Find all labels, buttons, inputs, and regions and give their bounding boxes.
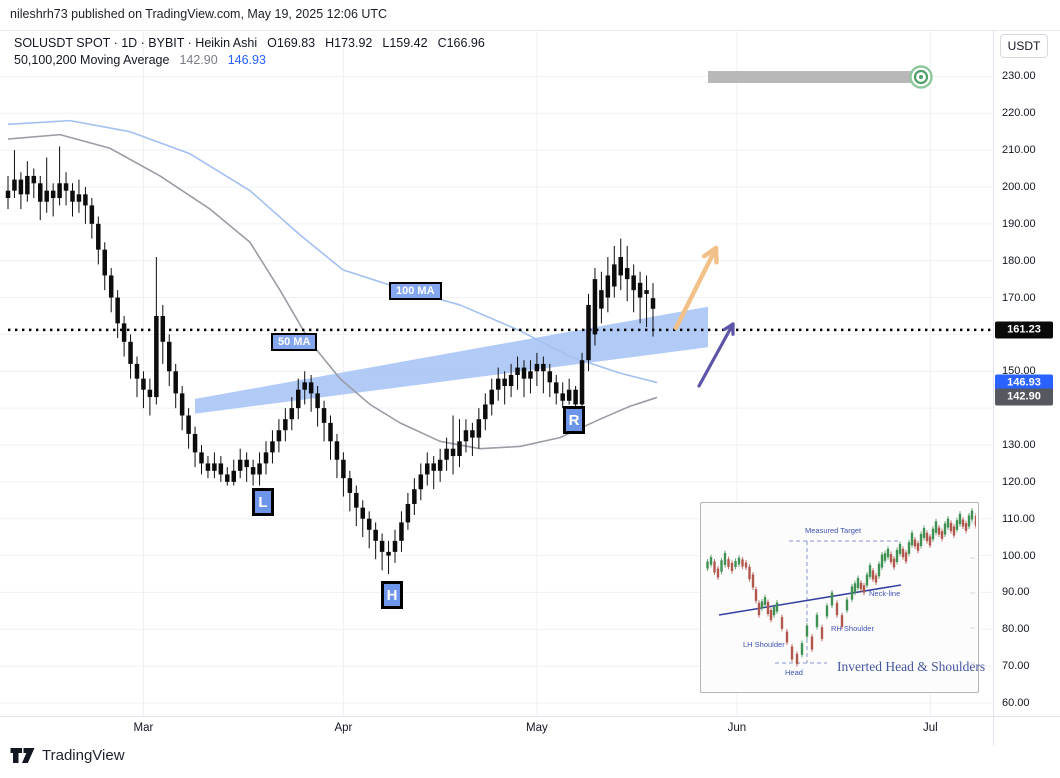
inset-pattern-title: Inverted Head & Shoulders bbox=[837, 659, 986, 674]
inset-lh-shoulder-label: LH Shoulder bbox=[743, 640, 785, 649]
ma-indicator-title: 50,100,200 Moving Average bbox=[14, 53, 170, 67]
month-label: Jul bbox=[922, 722, 938, 734]
price-tick-label: 110.00 bbox=[1002, 512, 1035, 525]
legend-symbol-row: SOLUSDT SPOT · 1D · BYBIT · Heikin Ashi … bbox=[14, 35, 485, 51]
left-shoulder-badge[interactable]: L bbox=[252, 488, 274, 516]
price-tick-label: 90.00 bbox=[1002, 586, 1030, 599]
legend-ma-row: 50,100,200 Moving Average 142.90 146.93 bbox=[14, 52, 485, 68]
inset-neckline-label: Neck-line bbox=[869, 589, 901, 598]
ohlc-open: O169.83 bbox=[267, 36, 316, 50]
pattern-inset-chart bbox=[706, 508, 978, 667]
price-tick-label: 100.00 bbox=[1002, 549, 1036, 562]
tradingview-brand-text: TradingView bbox=[42, 747, 125, 764]
price-tick-label: 200.00 bbox=[1002, 180, 1036, 193]
price-tick-label: 60.00 bbox=[1002, 697, 1030, 709]
month-label: Mar bbox=[133, 722, 154, 734]
publish-header: nileshrh73 published on TradingView.com,… bbox=[10, 7, 388, 21]
tradingview-logo-icon bbox=[10, 748, 35, 763]
pattern-inset-image[interactable]: Measured Target Neck-line LH Shoulder RH… bbox=[700, 502, 985, 693]
chart-canvas[interactable] bbox=[0, 0, 993, 716]
chart-top-border bbox=[0, 30, 1060, 31]
ma50-tag-label[interactable]: 50 MA bbox=[271, 333, 318, 351]
price-axis-value-label: 146.93 bbox=[995, 374, 1053, 392]
price-tick-label: 210.00 bbox=[1002, 144, 1036, 157]
price-tick-label: 80.00 bbox=[1002, 623, 1030, 636]
ohlc-close: C166.96 bbox=[437, 36, 485, 50]
price-tick-label: 170.00 bbox=[1002, 291, 1036, 304]
inset-head-label: Head bbox=[785, 668, 803, 677]
month-label: May bbox=[526, 722, 548, 734]
symbol-title: SOLUSDT SPOT · 1D · BYBIT · Heikin Ashi bbox=[14, 36, 258, 50]
ma50-value: 142.90 bbox=[179, 53, 218, 67]
inset-rh-shoulder-label: RH Shoulder bbox=[831, 624, 874, 633]
price-tick-label: 70.00 bbox=[1002, 660, 1030, 673]
price-tick-label: 230.00 bbox=[1002, 70, 1036, 83]
price-tick-label: 180.00 bbox=[1002, 254, 1036, 267]
ma100-tag-label[interactable]: 100 MA bbox=[389, 282, 442, 300]
head-badge[interactable]: H bbox=[381, 581, 403, 609]
price-tick-label: 120.00 bbox=[1002, 475, 1036, 488]
price-tick-label: 190.00 bbox=[1002, 217, 1036, 230]
price-tick-label: 220.00 bbox=[1002, 107, 1036, 120]
ma100-value: 146.93 bbox=[227, 53, 266, 67]
currency-toggle-button[interactable]: USDT bbox=[1000, 34, 1048, 58]
retest-badge[interactable]: R bbox=[563, 406, 585, 434]
ohlc-low: L159.42 bbox=[382, 36, 428, 50]
ohlc-high: H173.92 bbox=[325, 36, 373, 50]
month-label: Jun bbox=[727, 722, 747, 734]
month-label: Apr bbox=[334, 722, 353, 734]
price-axis-separator bbox=[993, 30, 994, 745]
tradingview-footer[interactable]: TradingView bbox=[10, 747, 125, 764]
chart-legend[interactable]: SOLUSDT SPOT · 1D · BYBIT · Heikin Ashi … bbox=[14, 35, 485, 68]
time-axis-separator bbox=[0, 716, 1060, 717]
price-axis-value-label: 142.90 bbox=[995, 388, 1053, 406]
price-axis-value-label: 161.23 bbox=[995, 321, 1053, 339]
inset-measured-target-label: Measured Target bbox=[805, 526, 862, 535]
price-tick-label: 130.00 bbox=[1002, 438, 1036, 451]
